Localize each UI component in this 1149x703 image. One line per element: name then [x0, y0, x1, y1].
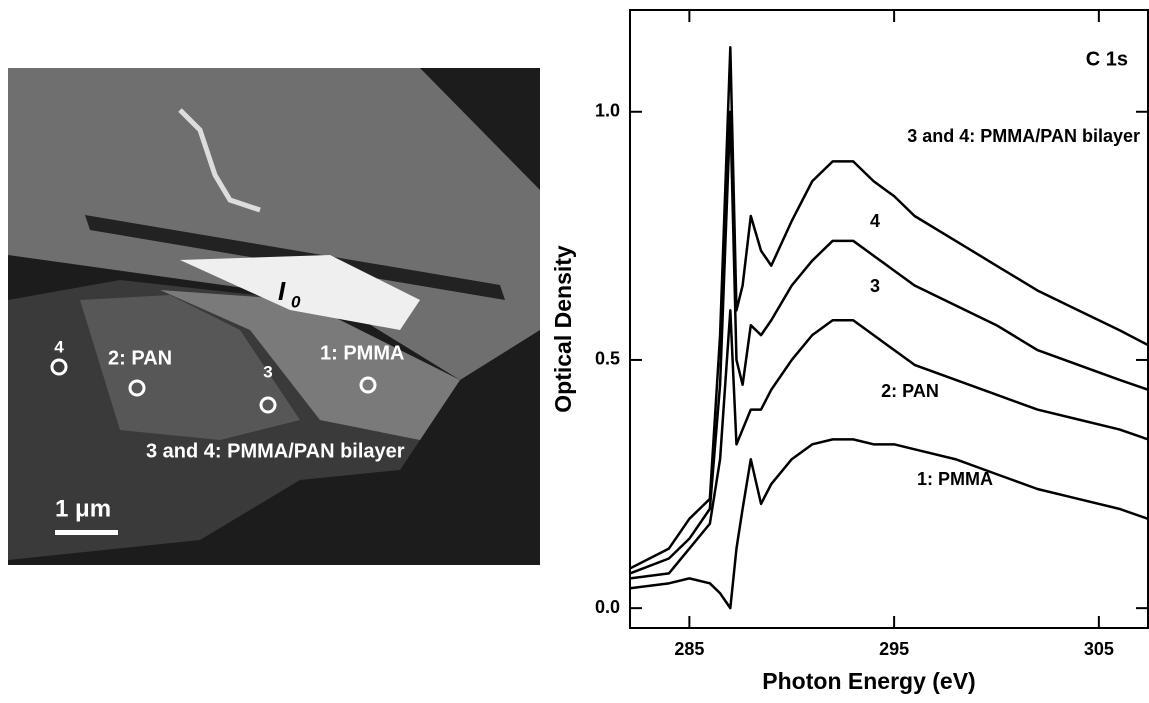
- series-label: 4: [870, 211, 880, 231]
- pmma-region: [160, 290, 460, 440]
- y-tick-label: 0.0: [595, 597, 620, 617]
- hole: [180, 255, 420, 330]
- chart-title: C 1s: [1086, 48, 1128, 70]
- annotation: 3 and 4: PMMA/PAN bilayer: [907, 126, 1140, 146]
- image-label: I: [278, 276, 286, 306]
- y-axis-label: Optical Density: [550, 245, 576, 413]
- series-line: [629, 438, 1149, 610]
- y-tick-label: 1.0: [595, 101, 620, 121]
- series-label: 1: PMMA: [917, 469, 993, 489]
- image-label: 2: PAN: [108, 347, 172, 369]
- micrograph: 4 2: PAN 3 1: PMMA 3 and 4: PMMA/PAN bil…: [8, 68, 540, 565]
- scale-label: 1 μm: [55, 495, 111, 522]
- x-tick-label: 285: [674, 639, 704, 659]
- image-label: 0: [291, 292, 301, 311]
- spot: [359, 376, 377, 394]
- series-line: [629, 309, 1149, 580]
- y-tick-label: 0.5: [595, 349, 620, 369]
- series-label: 3: [870, 276, 880, 296]
- x-axis-label: Photon Energy (eV): [762, 668, 975, 694]
- series-line: [629, 110, 1149, 575]
- image-label: 3 and 4: PMMA/PAN bilayer: [146, 440, 405, 462]
- x-tick-label: 305: [1084, 639, 1114, 659]
- plot-frame: [629, 9, 1149, 629]
- spot: [128, 379, 146, 397]
- spot: [50, 358, 68, 376]
- series-line: [629, 45, 1149, 570]
- chart: 285 295 305 0.0 0.5 1.0 Photon Energy (eV) Opti…: [550, 9, 1149, 694]
- scale-bar: [55, 530, 118, 535]
- series-label: 2: PAN: [881, 381, 939, 401]
- image-label: 4: [54, 337, 64, 356]
- image-label: 3: [263, 362, 272, 381]
- crack: [178, 108, 261, 213]
- x-tick-label: 295: [879, 639, 909, 659]
- spot: [259, 396, 277, 414]
- pan-region: [80, 295, 300, 440]
- image-label: 1: PMMA: [320, 342, 404, 364]
